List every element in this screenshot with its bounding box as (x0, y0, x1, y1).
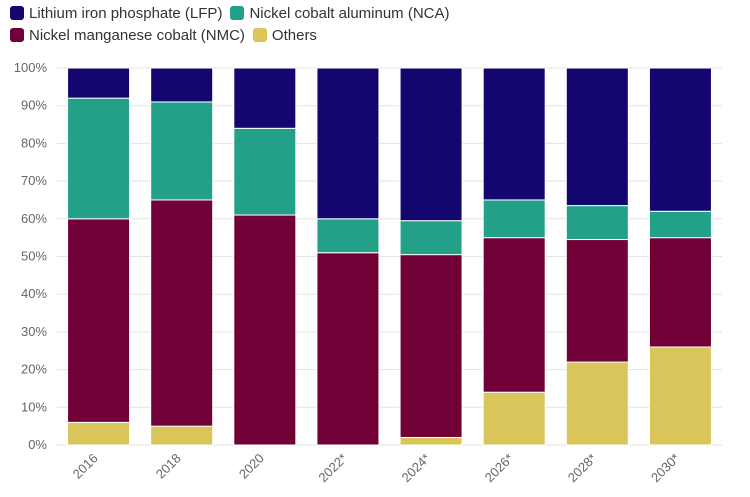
legend-item-nmc: Nickel manganese cobalt (NMC) (10, 27, 245, 44)
bar-segment-2016-3 (67, 67, 131, 99)
x-tick-label-2: 2020 (236, 451, 267, 482)
y-tick-label-7: 70% (21, 173, 47, 188)
legend-label-nmc: Nickel manganese cobalt (NMC) (29, 26, 245, 44)
bar-segment-2016-0 (67, 421, 131, 446)
bar-segment-2018-2 (150, 101, 214, 201)
legend: Lithium iron phosphate (LFP) Nickel coba… (10, 2, 610, 46)
bar-segment-2026-2 (482, 199, 546, 239)
bar-segment-2026-1 (482, 237, 546, 393)
legend-item-nca: Nickel cobalt aluminum (NCA) (230, 4, 450, 22)
legend-swatch-nca (230, 6, 245, 20)
x-tick-label-4: 2024* (399, 451, 434, 486)
bar-segment-2030-2 (648, 210, 712, 239)
y-tick-label-4: 40% (21, 286, 47, 301)
y-axis: 0% 10% 20% 30% 40% 50% 60% 70% 80% 90% 100% (14, 60, 48, 452)
bar-segment-2030-0 (648, 346, 712, 446)
y-tick-label-5: 50% (21, 249, 47, 264)
bar-segment-2028-2 (565, 205, 629, 241)
bar-segment-2028-1 (565, 239, 629, 363)
legend-swatch-others (252, 28, 267, 42)
bar-segment-2020-2 (233, 127, 297, 216)
legend-label-others: Others (271, 26, 317, 44)
legend-label-lfp: Lithium iron phosphate (LFP) (29, 4, 223, 22)
bar-segment-2028-0 (565, 361, 629, 446)
y-tick-label-10: 100% (14, 60, 48, 75)
bar-segment-2028-3 (565, 67, 629, 207)
bar-segment-2016-2 (67, 97, 131, 220)
bar-segment-2030-1 (648, 237, 712, 348)
legend-label-nca: Nickel cobalt aluminum (NCA) (249, 4, 450, 22)
y-tick-label-3: 30% (21, 324, 47, 339)
legend-row-2: Nickel manganese cobalt (NMC) Others (10, 24, 610, 46)
x-axis: 2016 2018 2020 2022* 2024* 2026* 2028* 2030* (70, 451, 683, 486)
bar-segment-2024-1 (399, 254, 463, 438)
legend-item-lfp: Lithium iron phosphate (LFP) (10, 5, 222, 22)
x-tick-label-5: 2026* (482, 451, 517, 486)
bar-segment-2020-1 (233, 214, 297, 446)
bar-segment-2018-1 (150, 199, 214, 427)
legend-item-others: Others (252, 26, 317, 44)
bar-segment-2026-3 (482, 67, 546, 201)
y-tick-label-0: 0% (28, 437, 47, 452)
y-tick-label-6: 60% (21, 211, 47, 226)
bar-segment-2024-3 (399, 67, 463, 222)
bar-segment-2030-3 (648, 67, 712, 212)
bar-segment-2022-1 (316, 252, 380, 446)
y-tick-label-8: 80% (21, 135, 47, 150)
legend-row-1: Lithium iron phosphate (LFP) Nickel coba… (10, 2, 610, 24)
legend-swatch-lfp (10, 6, 24, 20)
bar-segment-2024-2 (399, 220, 463, 256)
x-tick-label-0: 2016 (70, 451, 101, 482)
bar-segment-2022-2 (316, 218, 380, 254)
bar-segment-2020-3 (233, 67, 297, 129)
y-tick-label-2: 20% (21, 362, 47, 377)
x-tick-label-7: 2030* (648, 451, 683, 486)
bars (67, 67, 712, 446)
y-tick-label-9: 90% (21, 98, 47, 113)
bar-segment-2024-0 (399, 436, 463, 446)
x-tick-label-6: 2028* (565, 451, 600, 486)
y-tick-label-1: 10% (21, 399, 47, 414)
bar-segment-2026-0 (482, 391, 546, 446)
x-tick-label-3: 2022* (315, 451, 350, 486)
x-tick-label-1: 2018 (153, 451, 184, 482)
legend-swatch-nmc (10, 28, 24, 42)
bar-segment-2018-0 (150, 425, 214, 446)
bar-segment-2016-1 (67, 218, 131, 423)
bar-segment-2022-3 (316, 67, 380, 220)
bar-segment-2018-3 (150, 67, 214, 103)
